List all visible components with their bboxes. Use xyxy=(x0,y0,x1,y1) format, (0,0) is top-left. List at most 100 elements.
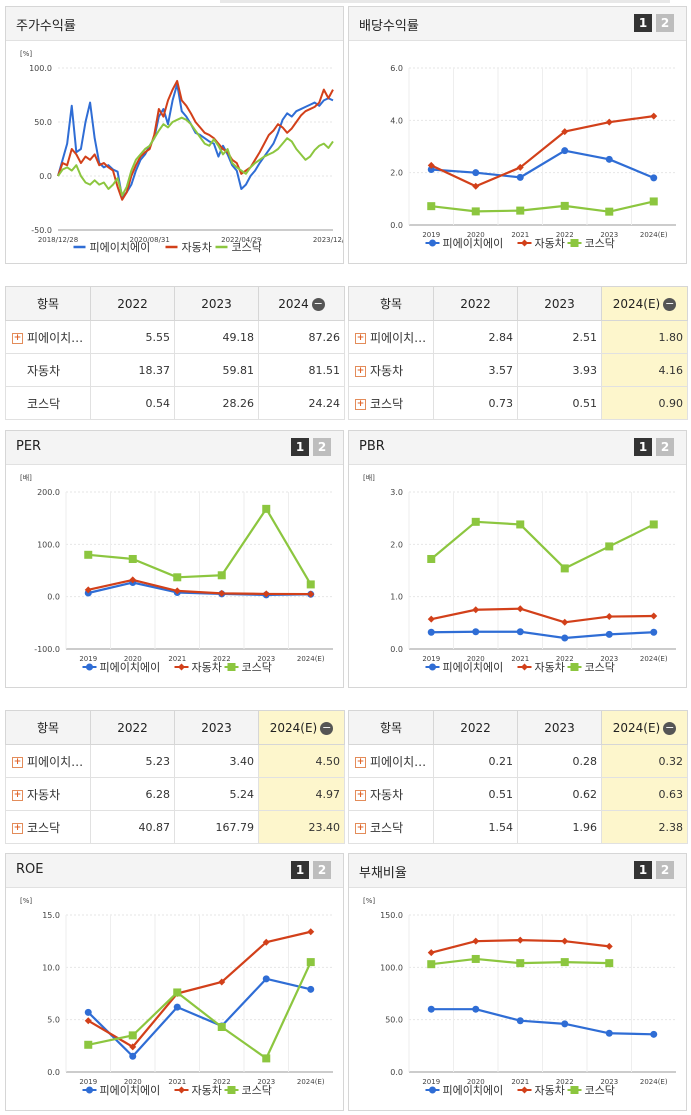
value-cell: 2.84 xyxy=(433,320,518,354)
series-1 xyxy=(57,83,334,199)
data-point xyxy=(84,1040,93,1049)
collapse-icon[interactable]: − xyxy=(663,720,677,735)
expand-icon[interactable]: + xyxy=(12,332,23,344)
y-tick-label: 15.0 xyxy=(42,911,60,920)
data-point xyxy=(306,958,315,967)
data-point xyxy=(605,630,613,638)
page-2-button[interactable]: 2 xyxy=(313,438,331,456)
x-tick-label: 2021 xyxy=(168,655,186,663)
page-1-button[interactable]: 1 xyxy=(634,438,652,456)
y-tick-label: 2.0 xyxy=(390,169,403,178)
data-point xyxy=(84,550,93,559)
x-tick-label: 2019 xyxy=(422,655,440,663)
data-point xyxy=(650,1030,658,1038)
collapse-icon[interactable]: − xyxy=(311,296,325,311)
y-tick-label: 0.0 xyxy=(47,1068,60,1077)
data-point xyxy=(472,169,480,177)
row-name: 자동차 xyxy=(27,363,61,378)
value-cell: 40.87 xyxy=(90,810,175,844)
series-1 xyxy=(427,147,658,182)
expand-icon[interactable]: + xyxy=(355,398,366,410)
debt-ratio-chart: [%] 0.0 50.0 100.0 150.0 2019 2020 2021 2022 2023… xyxy=(363,897,676,1097)
series-line xyxy=(431,1008,654,1036)
data-point xyxy=(427,960,436,969)
legend-label: 피에이치에이 xyxy=(90,241,151,254)
table-header-cell: 항목 xyxy=(348,286,434,321)
collapse-icon[interactable]: − xyxy=(320,720,334,735)
legend-label: 코스닥 xyxy=(232,241,262,254)
row-name-cell: + 피에이치… xyxy=(348,744,434,778)
expand-icon[interactable]: + xyxy=(12,789,23,801)
roe-panel: ROE 1 2 [%] 0.0 5.0 10.0 15.0 2019 2020 2021 202… xyxy=(5,853,344,1111)
panel-header: PBR 1 2 xyxy=(349,431,686,465)
legend-label: 자동차 xyxy=(192,1084,222,1097)
table-row: + 피에이치… 5.55 49.18 87.26 xyxy=(5,320,345,354)
series-line xyxy=(88,961,312,1060)
x-tick-label: 2021 xyxy=(511,231,529,239)
data-point xyxy=(560,958,569,967)
legend: 피에이치에이 자동차 코스닥 xyxy=(425,661,615,674)
table-header-cell: 항목 xyxy=(5,710,91,745)
page-2-button[interactable]: 2 xyxy=(656,861,674,879)
series-2 xyxy=(57,79,334,201)
page-1-button[interactable]: 1 xyxy=(634,861,652,879)
data-point xyxy=(605,207,614,216)
page-2-button[interactable]: 2 xyxy=(656,438,674,456)
data-point xyxy=(217,571,226,580)
page-1-button[interactable]: 1 xyxy=(634,14,652,32)
panel-header: 배당수익률 1 2 xyxy=(349,7,686,41)
panel-header: 부채비율 1 2 xyxy=(349,854,686,888)
expand-icon[interactable]: + xyxy=(355,756,366,768)
page-2-button[interactable]: 2 xyxy=(656,14,674,32)
x-tick-label: 2022 xyxy=(556,231,574,239)
value-cell: 0.21 xyxy=(433,744,518,778)
table-row: + 자동차 6.28 5.24 4.97 xyxy=(5,777,345,811)
table-header-cell: 2024(E) − xyxy=(258,710,345,745)
legend-label: 자동차 xyxy=(535,1084,565,1097)
data-point xyxy=(561,634,569,642)
header-label: 2024(E) xyxy=(612,720,661,735)
data-point xyxy=(516,206,525,215)
series-3 xyxy=(427,197,658,216)
data-point xyxy=(427,615,435,623)
y-tick-label: 3.0 xyxy=(390,488,403,497)
expand-icon[interactable]: + xyxy=(355,789,366,801)
collapse-icon[interactable]: − xyxy=(663,296,677,311)
data-point xyxy=(128,554,137,563)
row-name: 코스닥 xyxy=(370,820,404,835)
table-row: 코스닥 0.54 28.26 24.24 xyxy=(5,386,345,420)
page-1-button[interactable]: 1 xyxy=(291,861,309,879)
expand-icon[interactable]: + xyxy=(355,332,366,344)
series-line xyxy=(87,977,312,1058)
expand-icon[interactable]: + xyxy=(12,822,23,834)
expand-icon[interactable]: + xyxy=(355,365,366,377)
value-cell: 28.26 xyxy=(174,386,259,420)
data-point xyxy=(427,628,435,636)
value-cell: 1.80 xyxy=(601,320,688,354)
y-tick-label: -50.0 xyxy=(31,226,52,235)
legend-marker xyxy=(570,1086,579,1094)
value-cell: 87.26 xyxy=(258,320,345,354)
expand-icon[interactable]: + xyxy=(12,756,23,768)
panel-title: PER xyxy=(16,439,42,454)
x-tick-label: 2022 xyxy=(556,1078,574,1086)
row-name-cell: + 피에이치… xyxy=(348,320,434,354)
row-name: 자동차 xyxy=(27,787,61,802)
legend-marker xyxy=(429,239,436,247)
x-tick-label: 2024(E) xyxy=(640,1078,668,1086)
page-1-button[interactable]: 1 xyxy=(291,438,309,456)
panel-title: ROE xyxy=(16,862,44,877)
data-point xyxy=(306,580,315,589)
data-point xyxy=(262,975,270,983)
x-tick-label: 2023/12/28 xyxy=(313,236,343,244)
legend-label: 코스닥 xyxy=(585,661,615,674)
price-return-panel: 주가수익률 [%] -50.0 0.0 50.0 100.0 2018/12/28 2020… xyxy=(5,6,344,264)
y-unit-label: [%] xyxy=(20,50,32,58)
table-row: + 피에이치… 2.84 2.51 1.80 xyxy=(348,320,688,354)
dividend-yield-table: 항목 2022 2023 2024(E) − + 피에이치… 2.84 2.51 1.80 + 자동차… xyxy=(348,286,688,420)
page-2-button[interactable]: 2 xyxy=(313,861,331,879)
data-point xyxy=(218,589,226,597)
value-cell: 2.38 xyxy=(601,810,688,844)
expand-icon[interactable]: + xyxy=(355,822,366,834)
data-point xyxy=(516,520,525,529)
